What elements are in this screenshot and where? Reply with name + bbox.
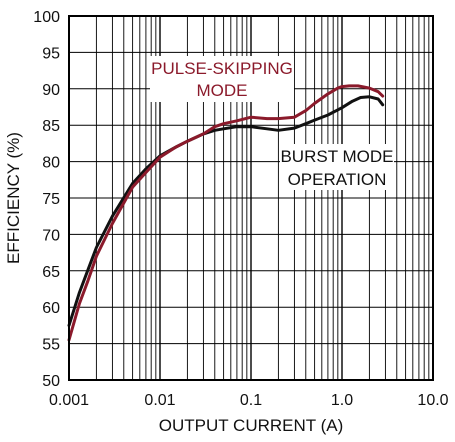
y-tick-label: 100 xyxy=(33,9,60,26)
x-tick-label: 0.1 xyxy=(240,392,262,409)
burst-mode-series-line xyxy=(67,95,385,327)
pulse-skipping-series-line xyxy=(67,84,385,342)
annotation-line: OPERATION xyxy=(288,170,387,189)
y-tick-label: 80 xyxy=(42,155,60,172)
y-tick-label: 55 xyxy=(42,337,60,354)
x-axis-label: OUTPUT CURRENT (A) xyxy=(159,416,344,435)
y-tick-label: 90 xyxy=(42,82,60,99)
series-layer xyxy=(67,84,385,342)
y-tick-label: 75 xyxy=(42,191,60,208)
x-tick-label: 1.0 xyxy=(331,392,353,409)
y-tick-label: 95 xyxy=(42,45,60,62)
y-tick-label: 85 xyxy=(42,118,60,135)
x-tick-label: 0.001 xyxy=(49,392,89,409)
burst-mode-annotation: BURST MODE OPERATION xyxy=(280,144,394,190)
y-tick-label: 50 xyxy=(42,373,60,390)
y-axis-label: EFFICIENCY (%) xyxy=(4,132,23,264)
annotation-line: MODE xyxy=(197,81,248,100)
y-tick-label: 65 xyxy=(42,264,60,281)
x-tick-label: 0.01 xyxy=(144,392,175,409)
x-tick-label: 10.0 xyxy=(417,392,448,409)
tick-labels: 50 55 60 65 70 75 80 85 90 95 100 0.001 0.01 0.1 1.0 10… xyxy=(33,9,448,409)
y-tick-label: 60 xyxy=(42,300,60,317)
pulse-skipping-annotation: PULSE-SKIPPING MODE xyxy=(150,56,294,102)
plot-frame xyxy=(68,15,434,381)
annotation-line: PULSE-SKIPPING xyxy=(151,59,293,78)
y-tick-label: 70 xyxy=(42,227,60,244)
annotation-line: BURST MODE xyxy=(280,147,393,166)
